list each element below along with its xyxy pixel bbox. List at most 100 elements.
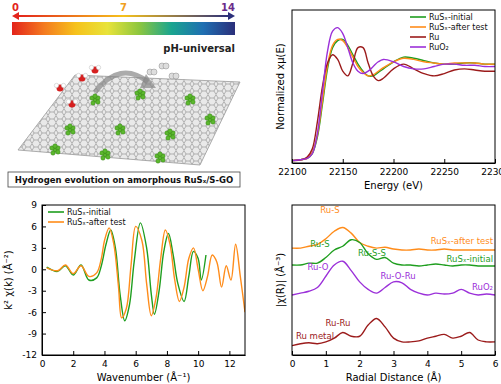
- x-tick-mark: [427, 351, 428, 355]
- y-axis: -12-9-6-30369: [22, 200, 46, 360]
- x-tick-label: 22150: [329, 167, 358, 177]
- y-tick-label: 0: [31, 265, 37, 275]
- ph-arrow: [12, 12, 235, 20]
- x-axis: 024681012: [40, 351, 246, 369]
- legend-label: RuSₓ-initial: [67, 208, 111, 217]
- x-tick-mark: [292, 351, 293, 355]
- plot-frame: [292, 10, 495, 163]
- y-tick-mark: [42, 312, 46, 313]
- legend-label: Ru: [429, 33, 439, 42]
- legend-label: RuO₂: [429, 43, 449, 52]
- x-tick: 22300: [481, 159, 501, 177]
- plot-frame: [42, 205, 245, 355]
- rusx-cluster: [155, 152, 165, 163]
- x-axis-title: Energy (eV): [364, 180, 423, 191]
- x-tick-label: 0: [290, 359, 296, 369]
- rusx-cluster: [165, 129, 175, 140]
- rusx-cluster: [90, 94, 100, 105]
- x-tick: 22150: [329, 159, 358, 177]
- x-tick-label: 22100: [278, 167, 307, 177]
- hydrogen-molecule: [159, 63, 169, 69]
- x-tick-mark: [229, 351, 230, 355]
- x-tick-label: 2: [357, 359, 363, 369]
- x-axis-line: [293, 355, 496, 356]
- data-line: [292, 28, 495, 161]
- legend-label: RuSₓ-after test: [67, 218, 126, 227]
- y-tick-label: 3: [31, 243, 37, 253]
- peak-annotation: Ru-O-Ru: [380, 271, 415, 281]
- y-tick-mark: [42, 248, 46, 249]
- ph-universal-label: pH-universal: [163, 43, 235, 54]
- y-tick: 0: [31, 265, 46, 275]
- x-tick: 2: [71, 351, 77, 369]
- curve-label: RuO₂: [472, 282, 493, 292]
- x-tick-mark: [167, 351, 168, 355]
- reaction-arrow: [95, 73, 148, 92]
- water-molecule: [66, 99, 77, 107]
- x-axis-line: [293, 163, 496, 164]
- reaction-arrow-head: [140, 74, 156, 88]
- rusx-cluster: [50, 144, 60, 155]
- x-tick-label: 5: [459, 359, 465, 369]
- legend-label: RuSₓ-initial: [429, 13, 473, 22]
- x-tick: 0: [290, 351, 296, 369]
- hydrogen-molecule: [147, 69, 157, 75]
- x-tick: 5: [459, 351, 465, 369]
- x-tick-mark: [360, 351, 361, 355]
- rusx-cluster: [135, 89, 145, 100]
- water-molecule: [54, 83, 65, 91]
- x-tick: 22200: [380, 159, 409, 177]
- plot-area: [292, 227, 495, 345]
- x-tick: 6: [493, 351, 499, 369]
- legend-label: RuSₓ-after test: [429, 23, 488, 32]
- rusx-cluster: [100, 149, 110, 160]
- y-tick-mark: [42, 269, 46, 270]
- data-line: [292, 318, 495, 345]
- legend-swatch: [410, 36, 426, 38]
- x-tick-label: 6: [493, 359, 499, 369]
- x-tick-label: 1: [323, 359, 329, 369]
- caption-box: [8, 172, 240, 187]
- y-tick-mark: [42, 291, 46, 292]
- plot-frame: [292, 205, 495, 355]
- peak-annotation: Ru-S: [320, 205, 339, 215]
- x-axis: 22100 22150 22200 22250 22300: [278, 159, 501, 177]
- ph-label: 7: [120, 2, 127, 13]
- ph-bar: [12, 22, 235, 35]
- chart-panel: 0123456Radial Distance (Å)|χ(R)| (Å⁻³)Ru…: [274, 205, 499, 383]
- y-tick-mark: [42, 226, 46, 227]
- x-tick-mark: [343, 159, 344, 163]
- y-tick: 9: [31, 200, 46, 210]
- y-tick-label: -3: [28, 286, 37, 296]
- x-axis: 0123456: [290, 351, 499, 369]
- x-tick-mark: [136, 351, 137, 355]
- illustration: 0714pH-universalHydrogen evolution on am…: [8, 2, 240, 187]
- y-tick: -3: [28, 286, 46, 296]
- peak-annotation: Ru-S: [310, 239, 329, 249]
- curve-label: RuSₓ-after test: [431, 236, 494, 246]
- hydrogen-molecule: [169, 73, 179, 79]
- ph-label: 14: [221, 2, 235, 13]
- legend-swatch: [410, 16, 426, 18]
- peak-annotation: Ru-Ru: [326, 318, 351, 328]
- y-axis-title: k² χ(k) (Å⁻²): [2, 250, 14, 310]
- x-tick: 6: [133, 351, 139, 369]
- curve-label: Ru metal: [296, 331, 334, 341]
- x-axis-title: Radial Distance (Å): [346, 371, 442, 383]
- x-tick: 22250: [430, 159, 459, 177]
- chart-panel: 024681012-12-9-6-30369Wavenumber (Å⁻¹)k²…: [2, 200, 246, 383]
- legend-swatch: [48, 221, 64, 223]
- y-tick: -9: [28, 329, 46, 339]
- data-line: [292, 261, 495, 295]
- plot-area: [47, 223, 245, 321]
- plot-area: [292, 28, 495, 161]
- x-tick: 2: [357, 351, 363, 369]
- x-tick: 12: [224, 351, 235, 369]
- y-tick-label: -12: [22, 350, 37, 360]
- x-tick-mark: [495, 351, 496, 355]
- rusx-cluster: [205, 114, 215, 125]
- caption: Hydrogen evolution on amorphous RuSₓ/S-G…: [15, 175, 233, 185]
- y-tick: 3: [31, 243, 46, 253]
- legend-swatch: [410, 46, 426, 48]
- y-tick-label: 9: [31, 200, 37, 210]
